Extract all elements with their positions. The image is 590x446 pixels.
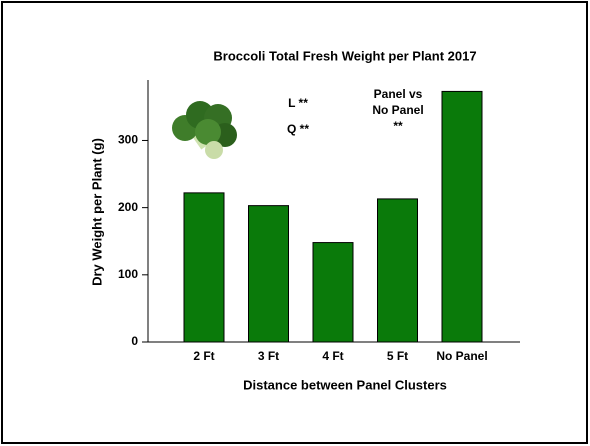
y-tick-label: 100 [118, 267, 138, 281]
broccoli-icon [172, 101, 237, 159]
y-tick-label: 300 [118, 133, 138, 147]
annotation: L ** [288, 96, 308, 110]
bar [441, 90, 483, 343]
x-tick-label: No Panel [436, 349, 487, 363]
y-axis-label: Dry Weight per Plant (g) [89, 138, 104, 286]
annotation: Panel vs [374, 87, 423, 101]
y-tick-label: 0 [131, 334, 138, 348]
annotation: No Panel [372, 103, 423, 117]
bar [248, 205, 289, 343]
y-tick-label: 200 [118, 200, 138, 214]
annotation: ** [393, 119, 403, 133]
x-tick-label: 3 Ft [258, 349, 279, 363]
x-tick-label: 4 Ft [322, 349, 343, 363]
bar [377, 198, 418, 343]
x-axis-label: Distance between Panel Clusters [243, 377, 447, 392]
x-tick-label: 2 Ft [193, 349, 214, 363]
x-tick-label: 5 Ft [387, 349, 408, 363]
annotation: Q ** [287, 122, 309, 136]
bar [312, 242, 354, 343]
chart-title: Broccoli Total Fresh Weight per Plant 20… [213, 48, 476, 63]
bar [183, 192, 225, 343]
